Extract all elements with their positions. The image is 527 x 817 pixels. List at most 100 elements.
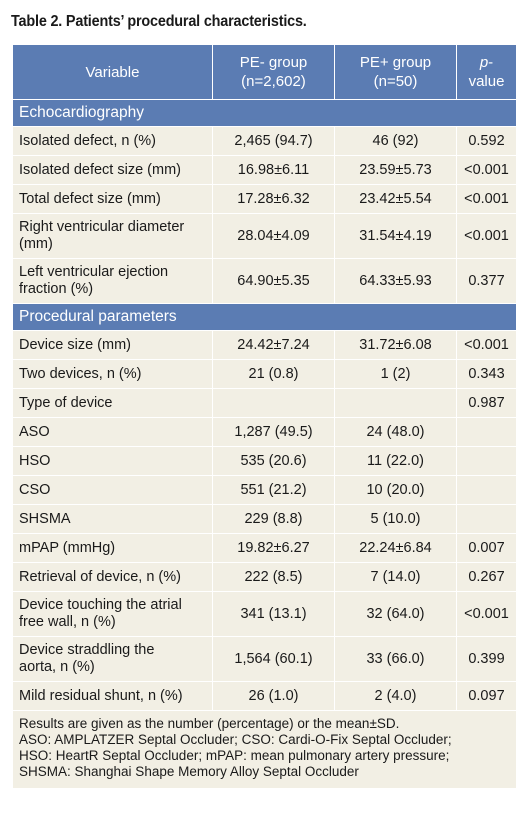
footnote-line: HSO: HeartR Septal Occluder; mPAP: mean …: [19, 748, 450, 763]
footnote-line: Results are given as the number (percent…: [19, 716, 400, 731]
section-title: Echocardiography: [12, 99, 517, 127]
row-label-line2: free wall, n (%): [19, 614, 116, 630]
cell-pe-negative: [212, 388, 335, 418]
row-label: mPAP (mmHg): [12, 533, 213, 563]
cell-p-value: [456, 475, 517, 505]
cell-pe-negative: 1,564 (60.1): [212, 636, 335, 682]
cell-pe-positive: 7 (14.0): [334, 562, 457, 592]
row-label: Isolated defect size (mm): [12, 155, 213, 185]
cell-pe-positive: 31.54±4.19: [334, 213, 457, 259]
row-label-line1: Left ventricular ejection: [19, 264, 169, 280]
section-echocardiography: Echocardiography: [12, 99, 517, 127]
row-label: Mild residual shunt, n (%): [12, 681, 213, 711]
cell-p-value: <0.001: [456, 330, 517, 360]
cell-pe-negative: 64.90±5.35: [212, 258, 335, 304]
row-label-line2: fraction (%): [19, 281, 94, 297]
cell-pe-positive: 46 (92): [334, 126, 457, 156]
cell-pe-negative: 222 (8.5): [212, 562, 335, 592]
table-row: Retrieval of device, n (%) 222 (8.5) 7 (…: [12, 562, 517, 592]
cell-p-value: 0.592: [456, 126, 517, 156]
cell-p-value: [456, 446, 517, 476]
cell-pe-negative: 17.28±6.32: [212, 184, 335, 214]
table-row: HSO 535 (20.6) 11 (22.0): [12, 446, 517, 476]
row-label: Device size (mm): [12, 330, 213, 360]
table-row: Mild residual shunt, n (%) 26 (1.0) 2 (4…: [12, 681, 517, 711]
row-label: Type of device: [12, 388, 213, 418]
cell-pe-positive: 10 (20.0): [334, 475, 457, 505]
cell-p-value: 0.987: [456, 388, 517, 418]
table-row: Device size (mm) 24.42±7.24 31.72±6.08 <…: [12, 330, 517, 360]
row-label: ASO: [12, 417, 213, 447]
header-pe-positive: PE+ group (n=50): [334, 44, 457, 100]
table-row: Device touching the atrial free wall, n (…: [12, 591, 517, 637]
cell-pe-positive: 31.72±6.08: [334, 330, 457, 360]
header-variable: Variable: [12, 44, 213, 100]
table-row: mPAP (mmHg) 19.82±6.27 22.24±6.84 0.007: [12, 533, 517, 563]
header-pe-positive-line2: (n=50): [373, 73, 418, 90]
row-label-line1: Device straddling the: [19, 642, 155, 658]
cell-pe-positive: 11 (22.0): [334, 446, 457, 476]
header-p-value: p-value: [456, 44, 517, 100]
header-p-suffix: -value: [468, 54, 505, 90]
header-row: Variable PE- group (n=2,602) PE+ group (…: [12, 44, 517, 100]
row-label: Two devices, n (%): [12, 359, 213, 389]
cell-pe-negative: 24.42±7.24: [212, 330, 335, 360]
cell-p-value: 0.267: [456, 562, 517, 592]
cell-pe-negative: 21 (0.8): [212, 359, 335, 389]
cell-pe-positive: 23.42±5.54: [334, 184, 457, 214]
cell-pe-negative: 19.82±6.27: [212, 533, 335, 563]
row-label: Right ventricular diameter (mm): [12, 213, 213, 259]
header-p-letter: p: [479, 54, 489, 71]
cell-pe-negative: 535 (20.6): [212, 446, 335, 476]
footnote-line: SHSMA: Shanghai Shape Memory Alloy Septa…: [19, 764, 359, 779]
cell-pe-positive: 5 (10.0): [334, 504, 457, 534]
table-row: Total defect size (mm) 17.28±6.32 23.42±…: [12, 184, 517, 214]
cell-p-value: <0.001: [456, 155, 517, 185]
cell-pe-negative: 1,287 (49.5): [212, 417, 335, 447]
cell-p-value: 0.007: [456, 533, 517, 563]
row-label: SHSMA: [12, 504, 213, 534]
cell-p-value: 0.377: [456, 258, 517, 304]
table-row: Two devices, n (%) 21 (0.8) 1 (2) 0.343: [12, 359, 517, 389]
header-pe-positive-line1: PE+ group: [359, 54, 432, 71]
cell-pe-positive: 32 (64.0): [334, 591, 457, 637]
cell-pe-positive: 1 (2): [334, 359, 457, 389]
section-title: Procedural parameters: [12, 303, 517, 331]
table-row: ASO 1,287 (49.5) 24 (48.0): [12, 417, 517, 447]
cell-pe-positive: 33 (66.0): [334, 636, 457, 682]
cell-pe-negative: 28.04±4.09: [212, 213, 335, 259]
row-label: Retrieval of device, n (%): [12, 562, 213, 592]
header-pe-negative-line2: (n=2,602): [241, 73, 306, 90]
cell-p-value: 0.343: [456, 359, 517, 389]
header-pe-negative-line1: PE- group: [239, 54, 308, 71]
table-row: Device straddling the aorta, n (%) 1,564 …: [12, 636, 517, 682]
table-row: Type of device 0.987: [12, 388, 517, 418]
row-label-line1: Device touching the atrial: [19, 597, 182, 613]
table-row: Right ventricular diameter (mm) 28.04±4.0…: [12, 213, 517, 259]
row-label-line1: Right ventricular diameter: [19, 219, 185, 235]
table-footnote: Results are given as the number (percent…: [12, 710, 517, 789]
table-caption: Table 2. Patients’ procedural characteri…: [11, 13, 307, 30]
cell-p-value: [456, 417, 517, 447]
header-pe-negative: PE- group (n=2,602): [212, 44, 335, 100]
footnote-line: ASO: AMPLATZER Septal Occluder; CSO: Car…: [19, 732, 452, 747]
cell-p-value: 0.399: [456, 636, 517, 682]
table-row: CSO 551 (21.2) 10 (20.0): [12, 475, 517, 505]
row-label-line2: (mm): [19, 236, 53, 252]
cell-pe-positive: 23.59±5.73: [334, 155, 457, 185]
cell-pe-positive: 22.24±6.84: [334, 533, 457, 563]
cell-p-value: 0.097: [456, 681, 517, 711]
cell-pe-negative: 26 (1.0): [212, 681, 335, 711]
table-row: Isolated defect, n (%) 2,465 (94.7) 46 (…: [12, 126, 517, 156]
table-footnote-row: Results are given as the number (percent…: [12, 710, 517, 789]
cell-pe-positive: 24 (48.0): [334, 417, 457, 447]
row-label: Left ventricular ejection fraction (%): [12, 258, 213, 304]
cell-p-value: [456, 504, 517, 534]
procedural-characteristics-table: Variable PE- group (n=2,602) PE+ group (…: [12, 44, 517, 789]
cell-pe-negative: 229 (8.8): [212, 504, 335, 534]
table-row: Left ventricular ejection fraction (%) 64…: [12, 258, 517, 304]
row-label: HSO: [12, 446, 213, 476]
cell-pe-positive: [334, 388, 457, 418]
cell-pe-negative: 341 (13.1): [212, 591, 335, 637]
cell-p-value: <0.001: [456, 184, 517, 214]
